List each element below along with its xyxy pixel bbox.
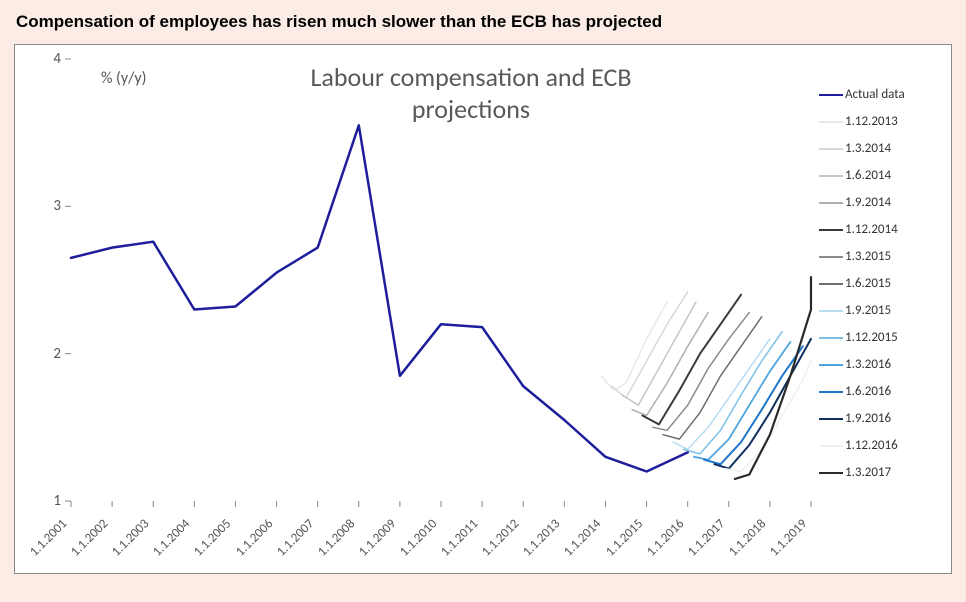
legend-swatch [819, 337, 843, 339]
x-tick-label: 1.1.2017 [685, 516, 728, 559]
series-p2013_12 [601, 302, 667, 390]
legend-label: 1.3.2014 [845, 141, 891, 156]
legend-item-p2016_03: 1.3.2016 [819, 351, 905, 378]
legend-item-p2014_06: 1.6.2014 [819, 162, 905, 189]
x-tick-label: 1.1.2002 [68, 516, 111, 559]
y-tick-label: 3 [31, 197, 61, 215]
legend-label: 1.6.2014 [845, 168, 891, 183]
legend-label: 1.3.2015 [845, 249, 891, 264]
x-tick-label: 1.1.2004 [150, 516, 193, 559]
legend-label: 1.9.2016 [845, 411, 891, 426]
legend-item-p2016_06: 1.6.2016 [819, 378, 905, 405]
x-tick-label: 1.1.2015 [603, 516, 646, 559]
series-p2014_03 [612, 292, 688, 398]
x-tick-label: 1.1.2012 [479, 516, 522, 559]
y-tick-label: 4 [31, 50, 61, 68]
legend-label: 1.3.2016 [845, 357, 891, 372]
legend-item-p2015_06: 1.6.2015 [819, 270, 905, 297]
legend-swatch [819, 283, 843, 285]
x-tick-label: 1.1.2007 [274, 516, 317, 559]
legend-swatch [819, 94, 843, 96]
legend-item-p2015_03: 1.3.2015 [819, 243, 905, 270]
x-tick-label: 1.1.2011 [438, 516, 481, 559]
x-tick-label: 1.1.2010 [397, 516, 440, 559]
x-tick-label: 1.1.2008 [315, 516, 358, 559]
legend-swatch [819, 364, 843, 366]
legend-item-p2014_12: 1.12.2014 [819, 216, 905, 243]
x-tick-label: 1.1.2016 [644, 516, 687, 559]
x-tick-label: 1.1.2018 [726, 516, 769, 559]
legend-item-p2013_12: 1.12.2013 [819, 108, 905, 135]
legend-item-p2015_12: 1.12.2015 [819, 324, 905, 351]
legend-swatch [819, 202, 843, 204]
legend-label: 1.9.2014 [845, 195, 891, 210]
y-tick-label: 2 [31, 345, 61, 363]
legend-swatch [819, 121, 843, 123]
x-tick-label: 1.1.2013 [520, 516, 563, 559]
legend-swatch [819, 310, 843, 312]
legend-swatch [819, 445, 843, 447]
legend-item-p2016_09: 1.9.2016 [819, 405, 905, 432]
legend-swatch [819, 148, 843, 150]
chart-headline: Compensation of employees has risen much… [16, 12, 952, 32]
legend-item-p2015_09: 1.9.2015 [819, 297, 905, 324]
legend-item-p2016_12: 1.12.2016 [819, 432, 905, 459]
legend-label: 1.6.2016 [845, 384, 891, 399]
legend-label: 1.3.2017 [845, 465, 891, 480]
legend-label: 1.12.2016 [845, 438, 898, 453]
series-p2014_12 [642, 295, 741, 425]
legend-label: Actual data [845, 87, 905, 102]
legend-swatch [819, 256, 843, 258]
x-tick-label: 1.1.2006 [233, 516, 276, 559]
chart-legend: Actual data 1.12.2013 1.3.2014 1.6.2014 1.9.… [819, 81, 905, 486]
legend-label: 1.12.2015 [845, 330, 898, 345]
x-tick-label: 1.1.2001 [27, 516, 70, 559]
legend-swatch [819, 391, 843, 393]
chart-frame: Labour compensation and ECB projections … [14, 44, 952, 574]
x-tick-label: 1.1.2014 [561, 516, 604, 559]
legend-item-actual: Actual data [819, 81, 905, 108]
legend-swatch [819, 175, 843, 177]
legend-label: 1.9.2015 [845, 303, 891, 318]
legend-item-p2017_03: 1.3.2017 [819, 459, 905, 486]
x-tick-label: 1.1.2003 [109, 516, 152, 559]
legend-item-p2014_03: 1.3.2014 [819, 135, 905, 162]
legend-swatch [819, 229, 843, 231]
legend-item-p2014_09: 1.9.2014 [819, 189, 905, 216]
x-tick-label: 1.1.2005 [191, 516, 234, 559]
x-tick-label: 1.1.2009 [356, 516, 399, 559]
legend-label: 1.12.2013 [845, 114, 898, 129]
series-actual [71, 125, 688, 471]
y-tick-label: 1 [31, 492, 61, 510]
legend-label: 1.12.2014 [845, 222, 898, 237]
legend-swatch [819, 472, 843, 474]
legend-swatch [819, 418, 843, 420]
legend-label: 1.6.2015 [845, 276, 891, 291]
series-p2014_09 [632, 312, 708, 415]
x-tick-label: 1.1.2019 [767, 516, 810, 559]
chart-plot [71, 59, 811, 501]
